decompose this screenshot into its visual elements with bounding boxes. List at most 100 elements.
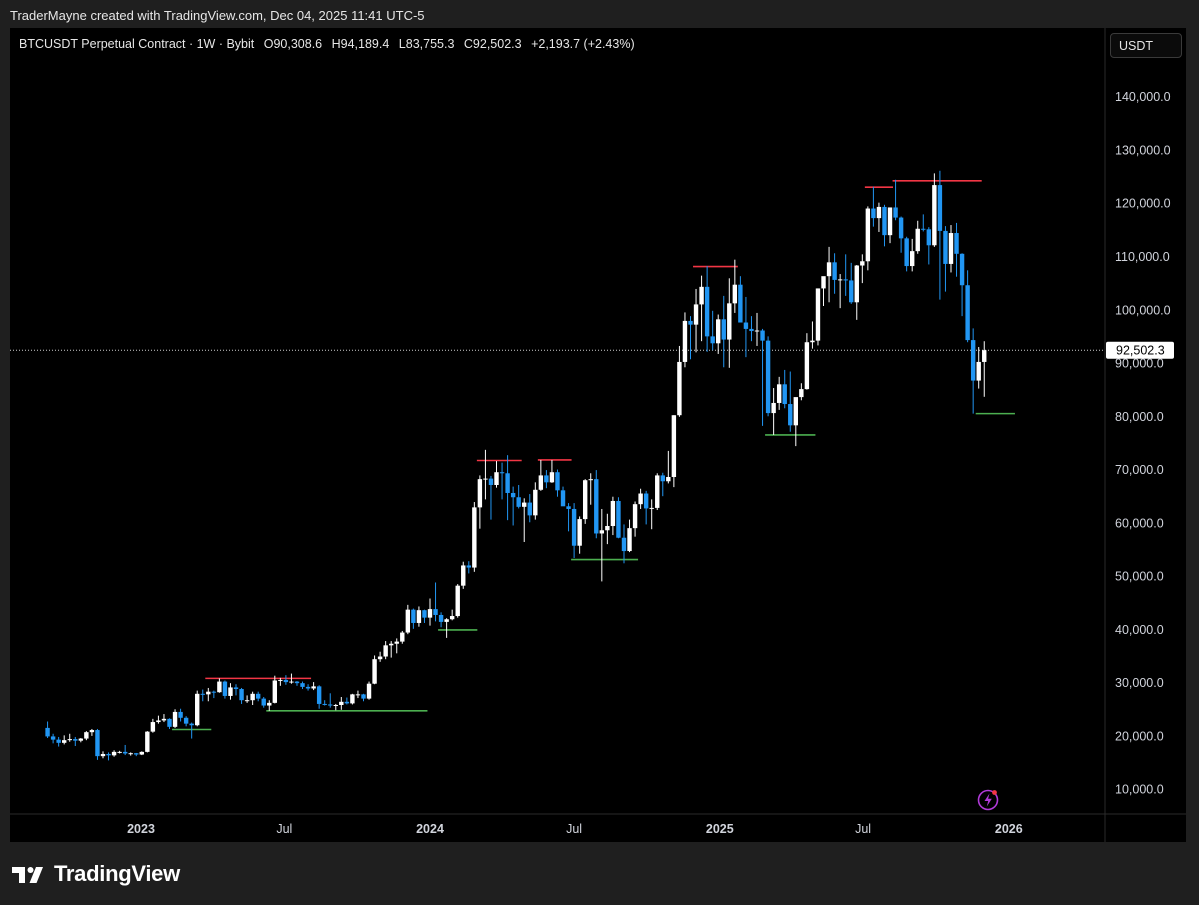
candle[interactable] — [228, 683, 233, 700]
candle[interactable] — [677, 345, 682, 417]
candle[interactable] — [710, 310, 715, 351]
candle[interactable] — [156, 715, 161, 724]
candle[interactable] — [100, 751, 106, 759]
candle[interactable] — [760, 328, 765, 426]
candle[interactable] — [206, 687, 211, 702]
candle[interactable] — [826, 246, 832, 303]
candle[interactable] — [699, 275, 704, 342]
candle[interactable] — [666, 450, 671, 484]
candle[interactable] — [876, 202, 882, 232]
candle[interactable] — [383, 641, 388, 660]
candle[interactable] — [195, 690, 200, 727]
candle[interactable] — [638, 488, 643, 509]
candle[interactable] — [444, 618, 449, 638]
candle[interactable] — [261, 697, 266, 708]
candle[interactable] — [904, 236, 909, 272]
candle[interactable] — [106, 752, 111, 761]
candle[interactable] — [616, 497, 621, 539]
candle[interactable] — [305, 684, 311, 691]
candle[interactable] — [516, 484, 521, 509]
candle[interactable] — [865, 206, 871, 271]
candle[interactable] — [350, 693, 355, 705]
candle[interactable] — [976, 347, 981, 389]
candle[interactable] — [815, 288, 821, 346]
candle[interactable] — [965, 270, 970, 343]
candle[interactable] — [533, 482, 538, 520]
candle[interactable] — [372, 655, 377, 685]
candle[interactable] — [843, 254, 848, 296]
candle[interactable] — [588, 473, 593, 505]
candle[interactable] — [782, 369, 787, 409]
candle[interactable] — [765, 336, 771, 417]
candle[interactable] — [67, 733, 72, 742]
candle[interactable] — [837, 274, 843, 309]
candle[interactable] — [278, 677, 283, 686]
candle[interactable] — [255, 691, 261, 702]
candle[interactable] — [289, 673, 294, 684]
candle[interactable] — [921, 214, 926, 232]
candle[interactable] — [915, 220, 920, 254]
candle[interactable] — [400, 630, 405, 644]
candle[interactable] — [56, 736, 61, 747]
candle[interactable] — [472, 502, 477, 572]
candle[interactable] — [860, 254, 865, 284]
candle[interactable] — [178, 708, 183, 722]
candle[interactable] — [161, 714, 167, 723]
candle[interactable] — [982, 341, 987, 397]
candle[interactable] — [483, 449, 488, 500]
candle[interactable] — [754, 312, 760, 346]
candle[interactable] — [727, 278, 732, 368]
candle[interactable] — [749, 316, 754, 342]
candle[interactable] — [688, 316, 693, 360]
candle[interactable] — [150, 718, 156, 733]
candle[interactable] — [311, 682, 316, 691]
candle[interactable] — [632, 501, 638, 537]
candle[interactable] — [538, 459, 544, 491]
tradingview-logo[interactable]: TradingView — [12, 861, 180, 887]
candle[interactable] — [267, 700, 272, 711]
candle[interactable] — [887, 207, 893, 244]
candle[interactable] — [134, 752, 139, 757]
candle[interactable] — [233, 684, 239, 696]
candle[interactable] — [954, 222, 959, 277]
candle[interactable] — [499, 462, 505, 500]
candle[interactable] — [621, 524, 627, 564]
candle[interactable] — [494, 461, 499, 488]
candle[interactable] — [183, 716, 189, 727]
candle[interactable] — [682, 312, 688, 368]
candle[interactable] — [610, 496, 616, 536]
candle[interactable] — [555, 469, 560, 497]
candle[interactable] — [283, 675, 289, 685]
candle[interactable] — [810, 321, 815, 349]
candle[interactable] — [643, 490, 649, 525]
symbol-name[interactable]: BTCUSDT Perpetual Contract · 1W · Bybit — [19, 37, 255, 51]
candle[interactable] — [50, 733, 56, 744]
candle[interactable] — [898, 216, 904, 253]
candle[interactable] — [89, 728, 95, 736]
candle[interactable] — [122, 744, 128, 756]
candle[interactable] — [294, 681, 300, 686]
candle[interactable] — [577, 516, 582, 554]
candle[interactable] — [328, 693, 333, 708]
candle[interactable] — [339, 697, 344, 710]
candle[interactable] — [527, 494, 532, 523]
candle[interactable] — [361, 693, 366, 702]
candle[interactable] — [788, 371, 793, 432]
candle[interactable] — [250, 691, 255, 706]
candle[interactable] — [84, 731, 89, 741]
candle[interactable] — [172, 709, 178, 728]
candle[interactable] — [422, 609, 427, 623]
candle[interactable] — [738, 276, 743, 323]
candle[interactable] — [61, 735, 67, 745]
candle[interactable] — [671, 415, 677, 488]
candle[interactable] — [909, 238, 915, 272]
candle[interactable] — [117, 750, 122, 754]
candle[interactable] — [389, 641, 394, 658]
candle[interactable] — [871, 186, 876, 227]
candle[interactable] — [893, 179, 898, 221]
candle[interactable] — [488, 475, 494, 520]
candle[interactable] — [560, 486, 566, 507]
candle[interactable] — [344, 697, 350, 705]
candle[interactable] — [704, 266, 710, 352]
candle[interactable] — [821, 276, 826, 307]
